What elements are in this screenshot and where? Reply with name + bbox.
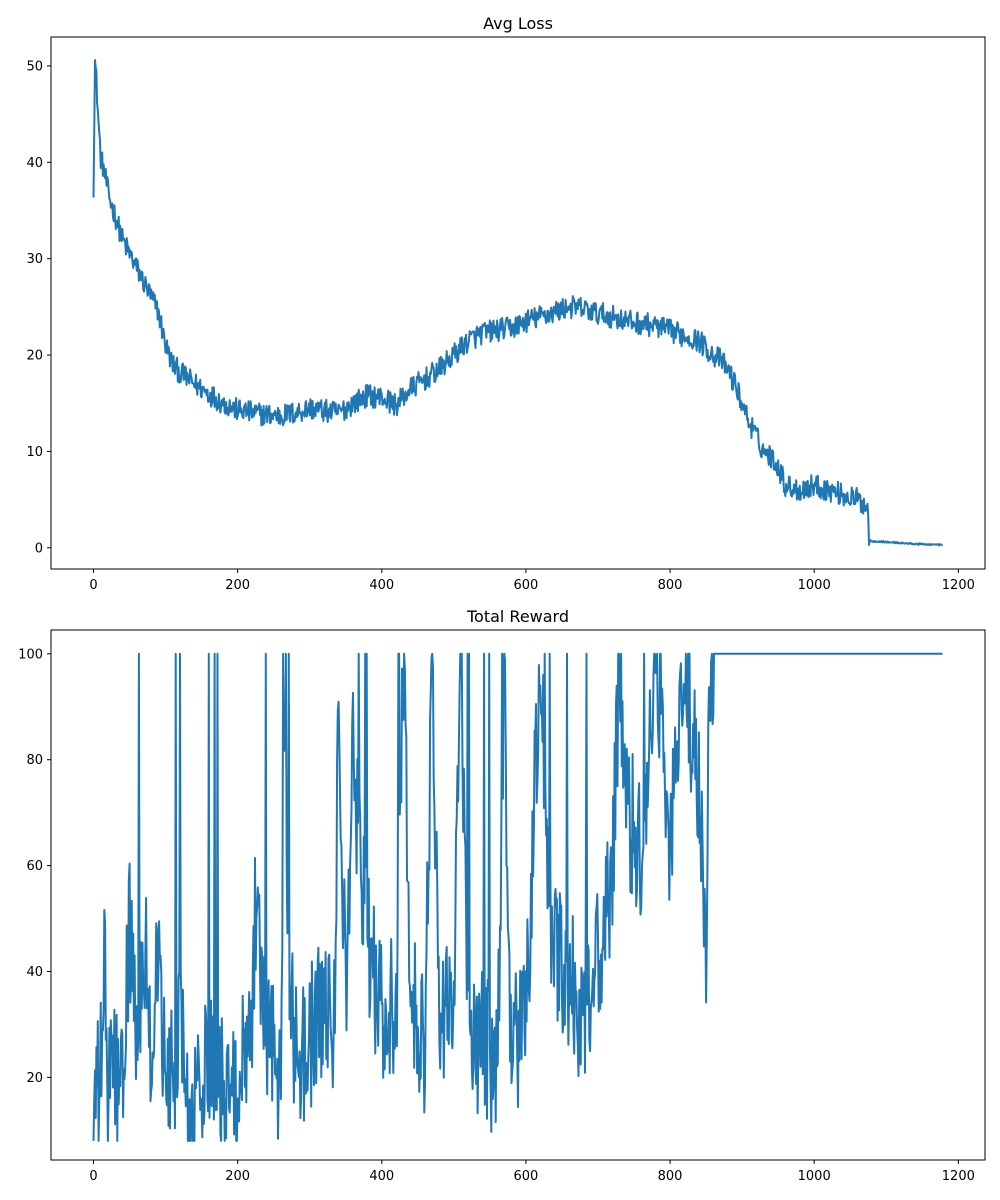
avg-loss-x-tick-label: 0 [89,578,97,593]
avg-loss-x-tick-label: 800 [658,578,683,593]
total-reward-title: Total Reward [466,607,569,626]
avg-loss-series-line [92,59,943,547]
total-reward-x-tick-label: 0 [89,1169,97,1184]
total-reward-plot-frame [50,629,986,1161]
total-reward-x-axis: 0 200 400 600 800 1000 1200 [89,1160,975,1184]
total-reward-y-tick-label: 40 [26,965,43,980]
avg-loss-y-tick-label: 40 [26,156,43,171]
avg-loss-x-tick-label: 1200 [942,578,975,593]
avg-loss-y-tick-label: 20 [26,349,43,364]
avg-loss-title: Avg Loss [483,14,553,33]
total-reward-y-tick-label: 60 [26,859,43,874]
avg-loss-panel: Avg Loss 0 200 400 600 800 1000 1200 0 10 20 30 40… [26,14,986,593]
avg-loss-y-tick-label: 10 [26,445,43,460]
avg-loss-plot-frame [50,36,986,570]
avg-loss-y-axis: 0 10 20 30 40 50 [26,59,51,556]
avg-loss-y-tick-label: 0 [35,541,43,556]
total-reward-x-tick-label: 800 [658,1169,683,1184]
total-reward-x-tick-label: 600 [514,1169,539,1184]
avg-loss-y-tick-label: 30 [26,252,43,267]
total-reward-panel: Total Reward 0 200 400 600 800 1000 1200 20 40 6… [18,607,986,1184]
avg-loss-x-tick-label: 1000 [798,578,831,593]
avg-loss-x-axis: 0 200 400 600 800 1000 1200 [89,569,975,593]
avg-loss-y-tick-label: 50 [26,59,43,74]
total-reward-y-axis: 20 40 60 80 100 [18,647,51,1086]
total-reward-x-tick-label: 1000 [798,1169,831,1184]
total-reward-x-tick-label: 200 [225,1169,250,1184]
total-reward-series-line [92,652,943,1142]
total-reward-y-tick-label: 100 [18,647,43,662]
total-reward-x-tick-label: 1200 [942,1169,975,1184]
total-reward-y-tick-label: 20 [26,1071,43,1086]
avg-loss-x-tick-label: 600 [514,578,539,593]
avg-loss-x-tick-label: 400 [369,578,394,593]
total-reward-y-tick-label: 80 [26,753,43,768]
total-reward-x-tick-label: 400 [369,1169,394,1184]
avg-loss-x-tick-label: 200 [225,578,250,593]
